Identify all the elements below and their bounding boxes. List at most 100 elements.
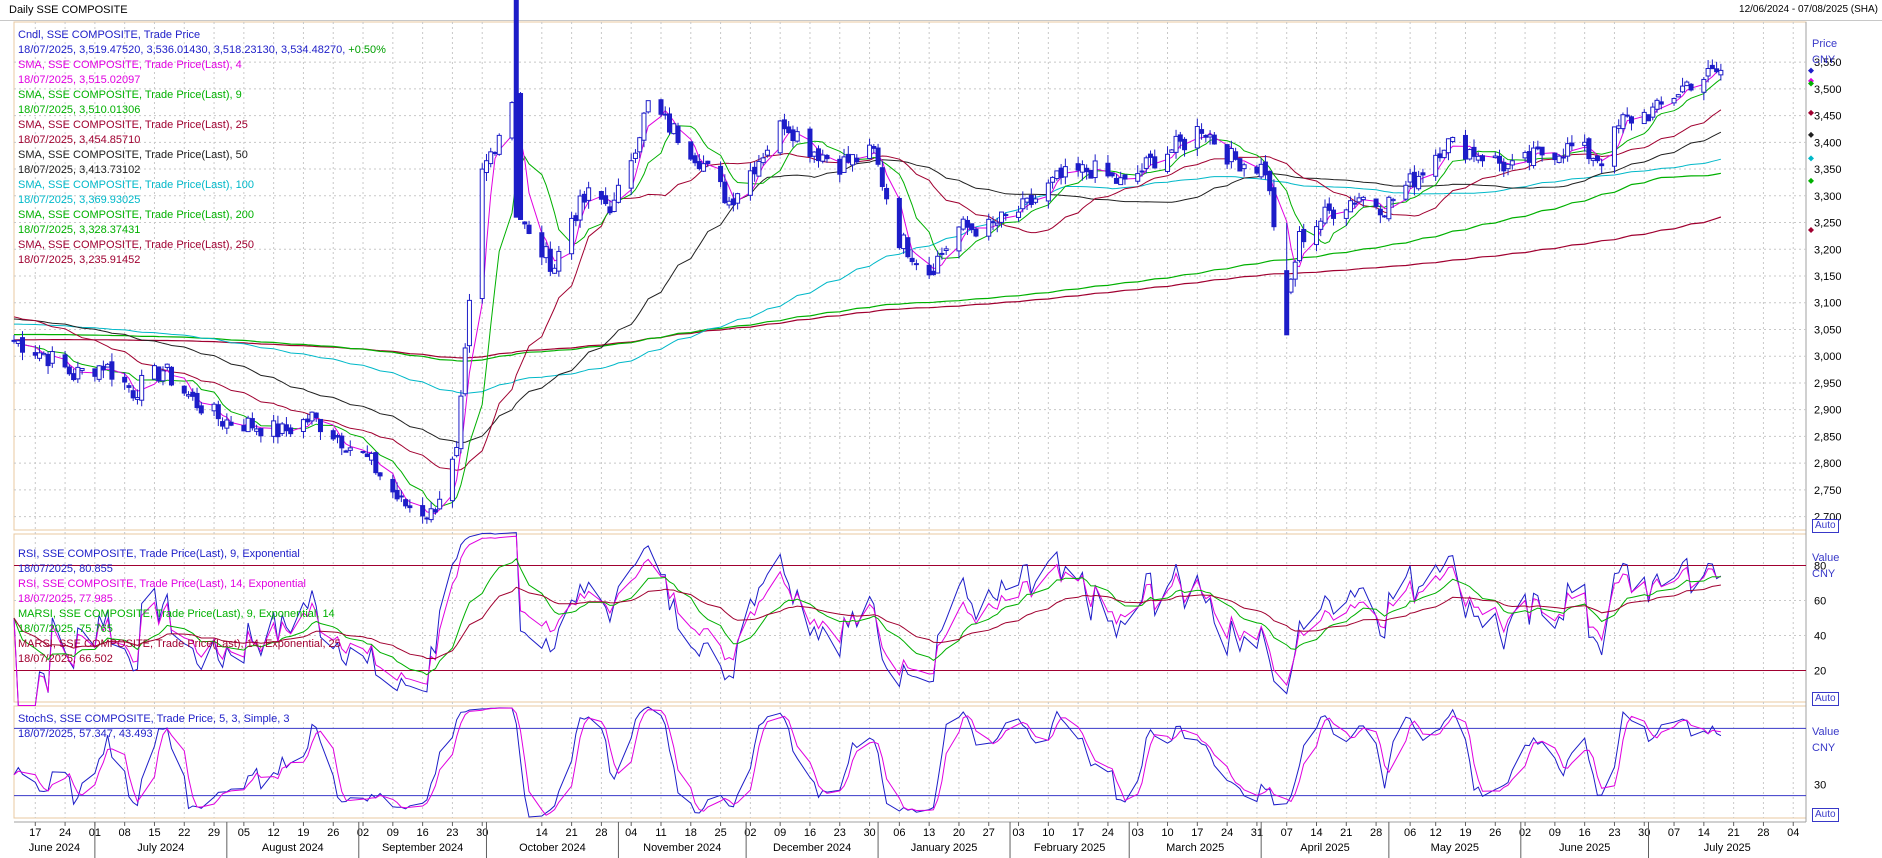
price-auto-button[interactable]: Auto	[1812, 519, 1839, 533]
candle-body	[1152, 156, 1158, 169]
month-label: November 2024	[643, 842, 721, 854]
candle-body	[552, 267, 558, 274]
candle-body	[688, 141, 694, 160]
candle-body	[990, 221, 996, 224]
day-label: 02	[357, 827, 369, 839]
candle-body	[807, 128, 813, 158]
legend-value-text: 18/07/2025, 75.765	[18, 623, 113, 635]
candle-body	[92, 368, 98, 377]
candle-body	[735, 193, 741, 204]
candle-body	[1241, 164, 1247, 170]
candle-body	[1582, 141, 1588, 146]
candle-body	[598, 191, 604, 200]
candle-body	[811, 151, 817, 157]
day-label: 14	[1698, 827, 1710, 839]
candle-body	[1343, 209, 1349, 219]
rsi-unit-title: Value	[1812, 552, 1840, 564]
day-label: 30	[863, 827, 875, 839]
candle-body	[347, 447, 353, 451]
candle-body	[969, 223, 975, 231]
legend-title: SMA, SSE COMPOSITE, Trade Price(Last), 1…	[18, 179, 254, 191]
candle-body	[1420, 172, 1426, 176]
legend-value-text: 18/07/2025, 3,235.91452	[18, 254, 141, 266]
day-label: 03	[1132, 827, 1144, 839]
candle-body	[492, 151, 498, 154]
candle-body	[1522, 152, 1528, 159]
candle-body	[1531, 147, 1537, 167]
candle-body	[1016, 211, 1022, 218]
price-tick-label: 3,400	[1814, 137, 1842, 149]
candle-body	[220, 421, 226, 427]
candle-body	[1139, 170, 1145, 173]
candle-body	[696, 161, 702, 170]
candle-body	[675, 125, 681, 144]
day-label: 07	[1281, 827, 1293, 839]
legend-title: MARSI, SSE COMPOSITE, Trade Price(Last),…	[18, 608, 335, 620]
candle-body	[513, 0, 519, 218]
candle-body	[32, 352, 38, 356]
day-label: 26	[327, 827, 339, 839]
candle-body	[343, 450, 349, 453]
candle-body	[305, 418, 311, 423]
day-label: 26	[1489, 827, 1501, 839]
candle-body	[999, 211, 1005, 223]
candle-body	[130, 390, 136, 399]
candle-body	[41, 352, 47, 356]
candle-body	[109, 361, 115, 380]
candle-body	[1050, 176, 1056, 183]
candle-body	[1509, 160, 1515, 166]
day-label: 10	[1042, 827, 1054, 839]
candle-body	[241, 425, 247, 432]
month-label: January 2025	[911, 842, 978, 854]
title-bar: Daily SSE COMPOSITE 12/06/2024 - 07/08/2…	[0, 0, 1882, 21]
day-label: 19	[1459, 827, 1471, 839]
price-tick-label: 3,550	[1814, 57, 1842, 69]
candle-body	[1331, 209, 1337, 219]
day-label: 21	[1340, 827, 1352, 839]
day-label: 09	[1549, 827, 1561, 839]
day-label: 06	[893, 827, 905, 839]
candle-body	[509, 102, 515, 139]
legend-title: RSI, SSE COMPOSITE, Trade Price(Last), 1…	[18, 578, 306, 590]
stoch-auto-button[interactable]: Auto	[1812, 808, 1839, 822]
day-label: 16	[1579, 827, 1591, 839]
candle-body	[692, 155, 698, 164]
price-tick-label: 3,100	[1814, 298, 1842, 310]
candle-body	[518, 93, 524, 220]
candle-body	[1526, 151, 1532, 163]
candle-body	[935, 255, 941, 274]
rsi-tick-label: 20	[1814, 666, 1826, 678]
candle-body	[1480, 155, 1486, 162]
candle-body	[1284, 270, 1290, 336]
day-label: 04	[625, 827, 637, 839]
stoch-k-line	[13, 706, 1722, 818]
candle-body	[722, 181, 728, 204]
stoch-unit-title: Value	[1812, 726, 1840, 738]
candle-body	[939, 252, 945, 255]
candle-body	[100, 365, 106, 371]
candle-body	[496, 134, 502, 155]
candle-body	[573, 215, 579, 222]
candle-body	[850, 154, 856, 166]
rsi-auto-button[interactable]: Auto	[1812, 692, 1839, 706]
rsi-tick-label: 80	[1814, 561, 1826, 573]
legend-value: 18/07/2025, 3,235.91452	[18, 253, 386, 268]
price-unit-title: Price	[1812, 38, 1838, 50]
candle-body	[1407, 173, 1413, 183]
candle-body	[334, 435, 340, 438]
legend-value: 18/07/2025, 77.985	[18, 592, 341, 607]
candle-body	[432, 509, 438, 513]
legend-value-text: 18/07/2025, 57.347, 43.493	[18, 728, 153, 740]
candle-body	[1569, 142, 1575, 147]
candle-body	[20, 337, 26, 353]
candle-body	[300, 419, 306, 432]
candle-body	[1313, 226, 1319, 246]
candle-body	[1650, 106, 1656, 118]
candle-body	[1416, 175, 1422, 190]
day-label: 27	[983, 827, 995, 839]
candle-body	[632, 152, 638, 159]
price-legend: Cndl, SSE COMPOSITE, Trade Price 18/07/20…	[18, 28, 386, 268]
candle-body	[1390, 198, 1396, 202]
candle-body	[215, 404, 221, 420]
